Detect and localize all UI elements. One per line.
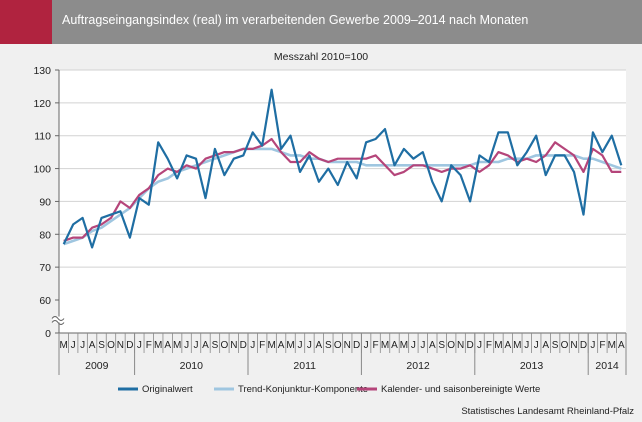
month-label: J xyxy=(307,340,312,351)
month-label: J xyxy=(477,340,482,351)
month-label: J xyxy=(250,340,255,351)
month-label: A xyxy=(202,340,209,351)
month-label: J xyxy=(71,340,76,351)
month-label: J xyxy=(420,340,425,351)
year-label: 2009 xyxy=(85,360,109,372)
month-label: A xyxy=(542,340,549,351)
month-label: M xyxy=(400,340,408,351)
y-tick-label: 80 xyxy=(39,229,51,241)
month-label: O xyxy=(334,340,342,351)
year-label: 2014 xyxy=(595,360,619,372)
series-line xyxy=(62,88,623,249)
month-label: J xyxy=(411,340,416,351)
year-label: 2010 xyxy=(180,360,204,372)
brand-accent xyxy=(0,0,52,44)
month-label: D xyxy=(580,340,587,351)
month-label: J xyxy=(194,340,199,351)
month-label: J xyxy=(184,340,189,351)
month-label: D xyxy=(240,340,247,351)
month-label: M xyxy=(494,340,502,351)
series-line xyxy=(63,137,622,242)
year-label: 2011 xyxy=(293,360,316,372)
y-tick-label: 70 xyxy=(39,262,51,274)
month-label: O xyxy=(107,340,115,351)
month-label: O xyxy=(561,340,569,351)
month-label: J xyxy=(364,340,369,351)
legend-label: Kalender- und saisonbereinigte Werte xyxy=(381,384,540,395)
month-label: F xyxy=(599,340,605,351)
legend-label: Trend-Konjunktur-Komponente xyxy=(238,384,368,395)
month-label: D xyxy=(466,340,473,351)
month-label: F xyxy=(486,340,492,351)
month-label: F xyxy=(146,340,152,351)
y-tick-label: 0 xyxy=(45,328,51,340)
month-label: M xyxy=(608,340,616,351)
month-label: A xyxy=(316,340,323,351)
month-label: N xyxy=(457,340,464,351)
month-label: M xyxy=(267,340,275,351)
axis-break-mark xyxy=(51,320,65,325)
year-label: 2013 xyxy=(520,360,544,372)
month-label: A xyxy=(429,340,436,351)
month-label: J xyxy=(590,340,595,351)
month-label: M xyxy=(513,340,521,351)
month-label: N xyxy=(344,340,351,351)
month-label: M xyxy=(60,340,68,351)
month-label: S xyxy=(98,340,105,351)
month-label: S xyxy=(438,340,445,351)
month-label: N xyxy=(117,340,124,351)
month-label: J xyxy=(534,340,539,351)
month-label: M xyxy=(381,340,389,351)
month-label: A xyxy=(618,340,625,351)
month-label: J xyxy=(137,340,142,351)
month-label: M xyxy=(154,340,162,351)
month-label: J xyxy=(80,340,85,351)
chart-title: Auftragseingangsindex (real) im verarbei… xyxy=(62,13,529,27)
month-label: D xyxy=(126,340,133,351)
year-label: 2012 xyxy=(406,360,430,372)
month-label: S xyxy=(325,340,332,351)
month-label: A xyxy=(391,340,398,351)
month-label: F xyxy=(259,340,265,351)
month-label: M xyxy=(286,340,294,351)
month-label: O xyxy=(447,340,455,351)
y-tick-label: 110 xyxy=(34,131,51,143)
y-tick-label: 60 xyxy=(39,295,51,307)
month-label: S xyxy=(212,340,219,351)
y-tick-label: 90 xyxy=(39,196,51,208)
y-tick-label: 130 xyxy=(33,65,51,77)
month-label: M xyxy=(173,340,181,351)
month-label: F xyxy=(373,340,379,351)
legend-label: Originalwert xyxy=(142,384,193,395)
month-label: A xyxy=(164,340,171,351)
axis-break-mark xyxy=(51,316,65,321)
month-label: J xyxy=(297,340,302,351)
month-label: O xyxy=(220,340,228,351)
chart-subtitle: Messzahl 2010=100 xyxy=(273,51,369,63)
month-label: A xyxy=(89,340,96,351)
month-label: N xyxy=(230,340,237,351)
month-label: D xyxy=(353,340,360,351)
y-tick-label: 120 xyxy=(33,98,51,110)
month-label: A xyxy=(505,340,512,351)
month-label: S xyxy=(552,340,559,351)
month-label: J xyxy=(524,340,529,351)
source-note: Statistisches Landesamt Rheinland-Pfalz xyxy=(461,406,634,417)
month-label: N xyxy=(570,340,577,351)
y-tick-label: 100 xyxy=(33,164,51,176)
header-bar xyxy=(0,0,642,44)
month-label: A xyxy=(278,340,285,351)
